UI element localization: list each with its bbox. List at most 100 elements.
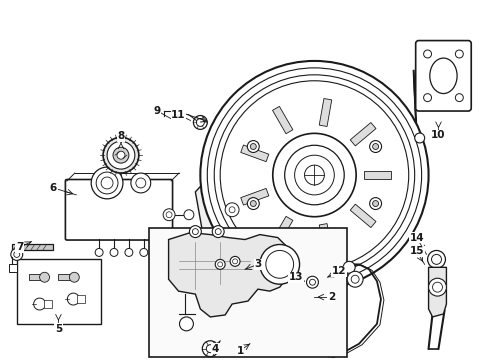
Circle shape — [431, 255, 441, 264]
Circle shape — [189, 226, 201, 238]
Text: 9: 9 — [153, 105, 160, 116]
Text: 15: 15 — [408, 247, 423, 256]
Text: 2: 2 — [327, 292, 334, 302]
Circle shape — [372, 201, 378, 207]
Text: 11: 11 — [171, 109, 185, 120]
Bar — [319, 99, 331, 126]
Bar — [364, 171, 391, 179]
Polygon shape — [195, 165, 257, 251]
Circle shape — [166, 212, 172, 218]
Circle shape — [224, 203, 239, 217]
Text: 13: 13 — [288, 272, 302, 282]
Circle shape — [427, 278, 446, 296]
Circle shape — [202, 341, 218, 357]
Text: 8: 8 — [117, 131, 124, 141]
Bar — [240, 145, 268, 162]
Text: 13: 13 — [288, 272, 302, 282]
Text: 10: 10 — [430, 130, 445, 140]
Circle shape — [14, 251, 20, 257]
Circle shape — [206, 345, 214, 353]
Circle shape — [34, 298, 45, 310]
Circle shape — [369, 198, 381, 210]
Bar — [349, 122, 375, 146]
Text: 5: 5 — [55, 324, 62, 334]
Circle shape — [232, 259, 237, 264]
Circle shape — [110, 248, 118, 256]
Text: 5: 5 — [55, 324, 62, 334]
Circle shape — [247, 198, 259, 210]
Circle shape — [214, 75, 414, 275]
Text: 6: 6 — [50, 183, 57, 193]
FancyBboxPatch shape — [65, 180, 172, 240]
Circle shape — [207, 68, 421, 282]
Bar — [148, 228, 346, 357]
Text: 12: 12 — [331, 266, 346, 276]
Circle shape — [265, 251, 293, 278]
Circle shape — [217, 262, 222, 267]
Circle shape — [163, 209, 175, 221]
Circle shape — [250, 201, 256, 207]
Circle shape — [454, 50, 462, 58]
Circle shape — [196, 118, 204, 126]
Circle shape — [101, 177, 113, 189]
Circle shape — [229, 207, 235, 213]
Circle shape — [200, 61, 427, 289]
Text: 14: 14 — [408, 233, 423, 243]
Circle shape — [212, 226, 224, 238]
Circle shape — [183, 210, 194, 220]
Circle shape — [423, 94, 431, 102]
Circle shape — [294, 155, 334, 195]
Circle shape — [272, 133, 355, 217]
Circle shape — [140, 248, 147, 256]
Circle shape — [259, 244, 299, 284]
Polygon shape — [427, 267, 446, 317]
Circle shape — [220, 81, 408, 269]
Bar — [43, 300, 51, 308]
Circle shape — [107, 141, 135, 169]
Circle shape — [124, 248, 133, 256]
Polygon shape — [200, 289, 245, 347]
Circle shape — [113, 147, 129, 163]
Circle shape — [454, 94, 462, 102]
Circle shape — [369, 140, 381, 153]
Ellipse shape — [429, 58, 456, 94]
Bar — [319, 224, 331, 252]
Bar — [272, 216, 292, 244]
Circle shape — [193, 116, 207, 129]
Circle shape — [136, 178, 145, 188]
Text: 12: 12 — [331, 266, 346, 276]
Text: 6: 6 — [50, 183, 57, 193]
Text: 10: 10 — [430, 130, 445, 140]
Bar — [9, 264, 17, 272]
Text: 4: 4 — [211, 344, 219, 354]
Circle shape — [226, 230, 237, 239]
Text: 4: 4 — [211, 344, 219, 354]
Text: 8: 8 — [117, 131, 124, 141]
Text: 11: 11 — [171, 109, 185, 120]
Bar — [29, 274, 44, 280]
Text: 7: 7 — [16, 243, 23, 252]
Circle shape — [69, 272, 79, 282]
FancyBboxPatch shape — [415, 41, 470, 111]
Circle shape — [95, 248, 103, 256]
Text: 15: 15 — [408, 247, 423, 256]
Circle shape — [215, 260, 224, 269]
Text: 1: 1 — [236, 346, 243, 356]
Circle shape — [91, 167, 122, 199]
Text: 14: 14 — [408, 233, 423, 243]
Circle shape — [67, 293, 79, 305]
Circle shape — [423, 50, 431, 58]
Bar — [272, 106, 292, 134]
Circle shape — [372, 144, 378, 149]
Bar — [12, 244, 53, 251]
Circle shape — [117, 151, 124, 159]
Text: 3: 3 — [254, 259, 261, 269]
Bar — [240, 188, 268, 205]
Circle shape — [247, 140, 259, 153]
Polygon shape — [168, 233, 287, 317]
Bar — [59, 274, 74, 280]
Circle shape — [131, 173, 150, 193]
Circle shape — [103, 137, 139, 173]
Circle shape — [350, 275, 358, 283]
Circle shape — [192, 229, 198, 235]
